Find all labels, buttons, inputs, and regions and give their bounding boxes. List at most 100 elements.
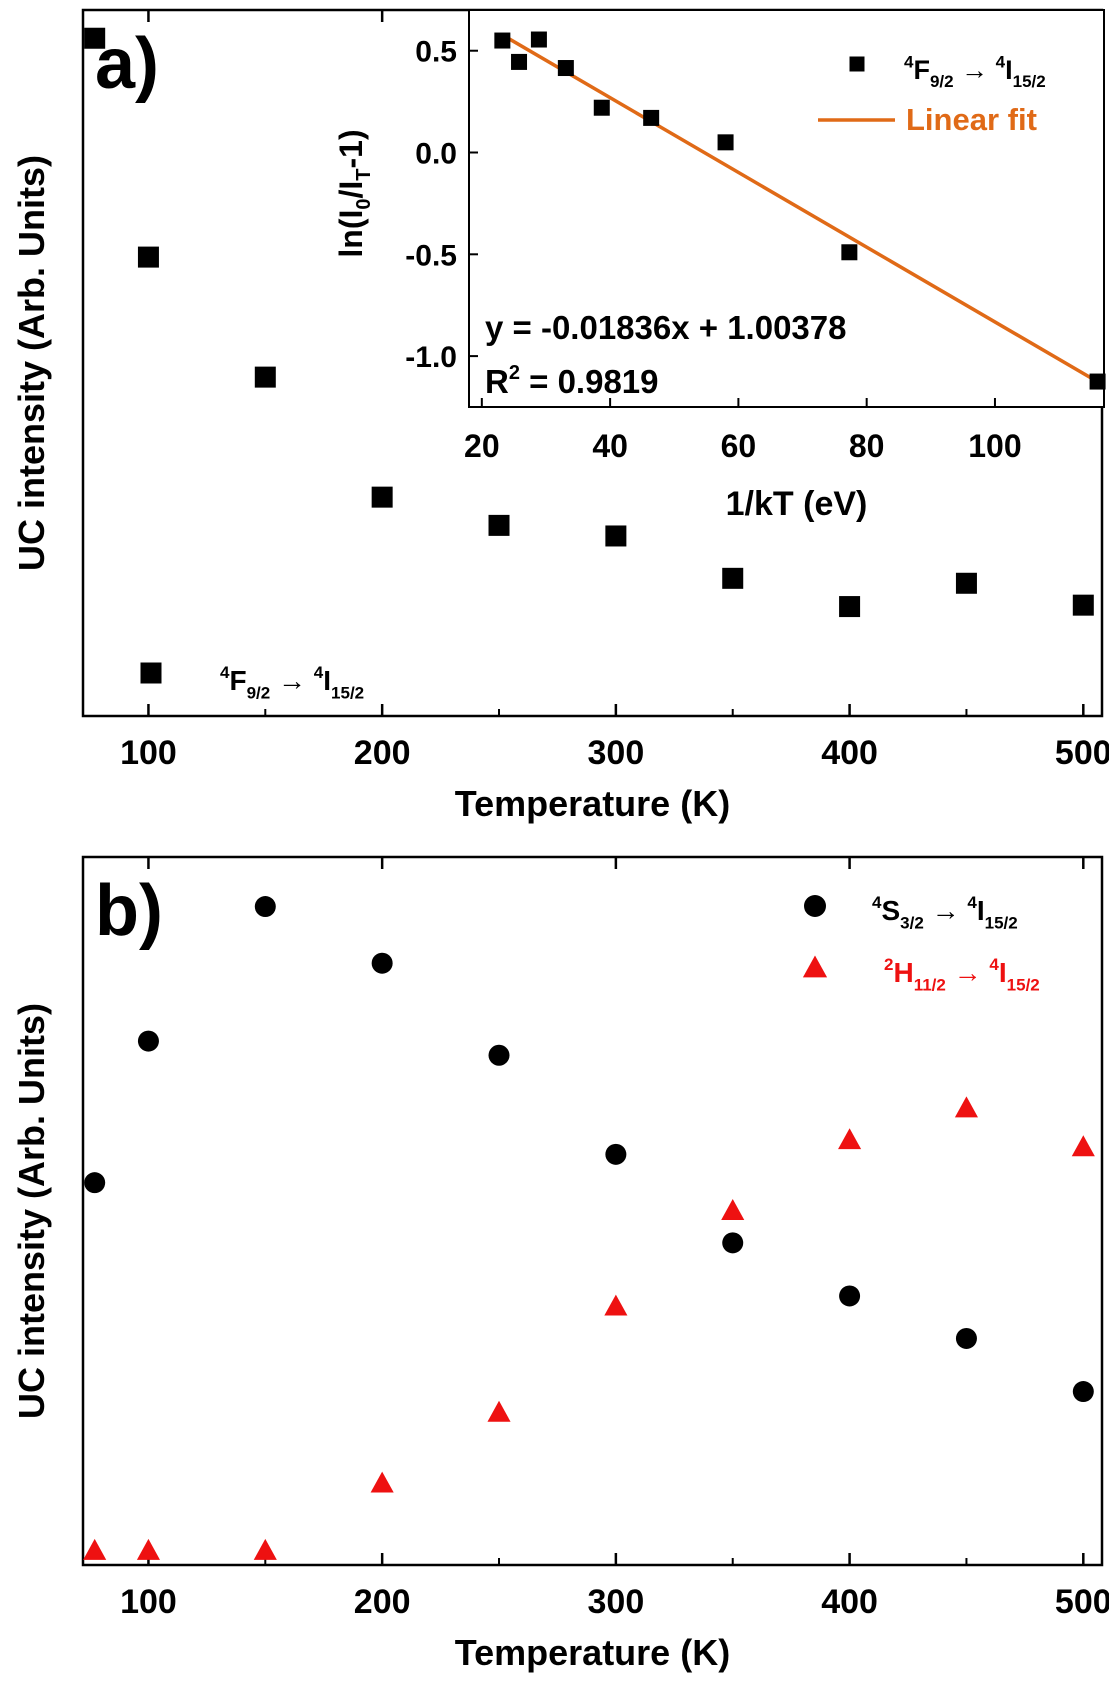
data-point: [136, 1538, 160, 1560]
data-point: [253, 1538, 277, 1560]
x-tick-label: 300: [588, 734, 645, 772]
data-point: [954, 1096, 978, 1118]
inset-data-point: [557, 60, 574, 77]
data-point: [137, 1030, 159, 1052]
text-span: ln(I: [333, 210, 369, 258]
inset-data-point: [643, 109, 660, 126]
text-span: 4: [996, 53, 1006, 72]
data-point: [839, 596, 861, 618]
text-span: 3/2: [900, 913, 924, 932]
data-point: [721, 1199, 745, 1220]
text-span: I: [999, 957, 1007, 988]
data-point: [604, 1294, 628, 1316]
inset-x-tick-label: 60: [721, 428, 757, 464]
inset-x-tick-label: 80: [849, 428, 885, 464]
data-point: [84, 27, 106, 49]
data-point: [605, 525, 627, 547]
fit-r2: R2 = 0.9819: [485, 362, 659, 400]
text-span: 9/2: [930, 72, 954, 91]
text-span: →: [954, 55, 996, 85]
text-span: 15/2: [331, 683, 364, 702]
text-span: /I: [333, 181, 369, 199]
inset-frame: [468, 9, 1105, 408]
text-span: 15/2: [1013, 72, 1046, 91]
text-span: 4: [967, 893, 977, 912]
legend-label: 4F9/2 → 4I15/2: [220, 663, 364, 702]
data-point: [488, 1044, 510, 1066]
y-axis-title: UC intensity (Arb. Units): [11, 155, 52, 571]
text-span: I: [1005, 55, 1013, 85]
text-span: 15/2: [985, 913, 1018, 932]
panel-label: a): [95, 24, 159, 104]
text-span: →: [270, 665, 314, 696]
text-span: 4: [872, 893, 882, 912]
inset-legend-marker: [849, 56, 865, 72]
data-point: [371, 486, 393, 508]
data-point: [838, 1128, 862, 1150]
inset-x-tick-label: 40: [592, 428, 628, 464]
text-span: 2: [509, 362, 520, 384]
inset-y-tick-label: -0.5: [405, 239, 457, 272]
text-span: →: [946, 957, 990, 988]
x-axis-title: Temperature (K): [455, 783, 730, 824]
text-span: 2: [884, 955, 893, 974]
text-span: = 0.9819: [520, 363, 659, 400]
text-span: -1): [333, 129, 369, 168]
text-span: 11/2: [914, 975, 946, 994]
inset-legend-label: 4F9/2 → 4I15/2: [904, 53, 1046, 91]
inset-data-point: [511, 53, 528, 70]
data-point: [370, 1471, 394, 1493]
x-tick-label: 500: [1055, 1583, 1109, 1621]
data-point: [371, 952, 393, 974]
x-tick-label: 400: [821, 1583, 878, 1621]
inset-y-axis-title: ln(I0/IT-1): [333, 129, 375, 257]
data-point: [839, 1285, 861, 1307]
legend-label: 2H11/2 → 4I15/2: [884, 955, 1040, 994]
data-point: [1072, 1381, 1094, 1403]
text-span: H: [893, 957, 913, 988]
data-point: [83, 1538, 107, 1560]
text-span: 4: [904, 53, 914, 72]
data-point: [1072, 594, 1094, 616]
x-tick-label: 300: [588, 1583, 645, 1621]
inset-legend-fit-label: Linear fit: [906, 102, 1037, 137]
legend-marker: [802, 955, 828, 978]
inset-x-axis-title: 1/kT (eV): [726, 485, 868, 523]
panel-label: b): [95, 871, 163, 951]
data-point: [487, 1400, 511, 1422]
legend-marker: [140, 662, 162, 684]
x-tick-label: 200: [354, 734, 411, 772]
data-point: [722, 1232, 744, 1254]
data-point: [1071, 1135, 1095, 1157]
text-span: 15/2: [1007, 975, 1040, 994]
data-point: [722, 567, 744, 589]
panel-b: 100 200 300 400 500 Temperature (K) UC intensi…: [11, 855, 1109, 1673]
inset-y-tick-label: -1.0: [405, 341, 457, 374]
inset-data-point: [593, 99, 610, 116]
text-span: 0: [353, 199, 375, 210]
data-point: [84, 1172, 106, 1194]
text-span: 4: [220, 663, 230, 682]
text-span: I: [323, 665, 331, 696]
x-tick-label: 100: [120, 734, 177, 772]
inset-data-point: [494, 32, 511, 49]
data-point: [488, 514, 510, 536]
plot-frame: [81, 855, 1104, 1567]
text-span: I: [977, 895, 985, 926]
fit-line: [501, 33, 1099, 384]
inset-data-point: [530, 31, 547, 48]
data-point: [605, 1143, 627, 1165]
x-tick-label: 400: [821, 734, 878, 772]
text-span: T: [353, 169, 375, 181]
legend-marker: [804, 895, 826, 917]
x-tick-label: 200: [354, 1583, 411, 1621]
text-span: S: [881, 895, 900, 926]
data-point: [955, 572, 977, 594]
legend-label: 4S3/2 → 4I15/2: [872, 893, 1018, 932]
x-axis-title: Temperature (K): [455, 1632, 730, 1673]
inset-y-tick-label: 0.0: [415, 138, 457, 171]
text-span: R: [485, 363, 509, 400]
inset-data-point: [717, 134, 734, 151]
